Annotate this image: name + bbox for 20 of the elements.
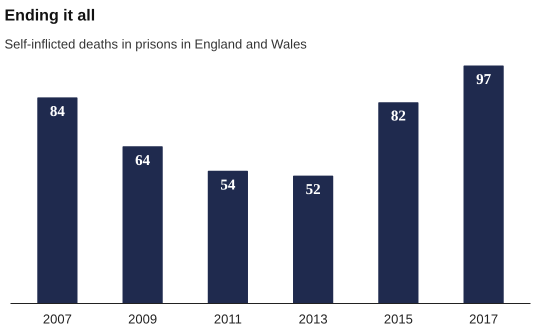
data-label: 97 xyxy=(476,72,492,88)
bar xyxy=(208,170,248,304)
chart-subtitle: Self-inflicted deaths in prisons in England and Wales xyxy=(4,36,308,52)
x-tick-label: 2017 xyxy=(469,312,498,326)
x-tick-label: 2011 xyxy=(214,312,242,326)
chart-title: Ending it all xyxy=(4,8,96,24)
x-tick-label: 2007 xyxy=(42,312,72,326)
bar xyxy=(37,97,78,304)
data-label: 52 xyxy=(306,182,321,198)
data-label: 84 xyxy=(50,104,66,120)
bar xyxy=(378,102,418,304)
bar xyxy=(122,146,163,304)
bar xyxy=(464,66,504,304)
data-label: 82 xyxy=(390,108,406,125)
bar xyxy=(293,176,334,304)
x-tick-label: 2013 xyxy=(298,312,328,326)
data-label: 64 xyxy=(135,152,151,169)
x-tick-label: 2015 xyxy=(384,312,413,326)
x-tick-label: 2009 xyxy=(128,312,158,326)
data-label: 54 xyxy=(220,177,236,194)
